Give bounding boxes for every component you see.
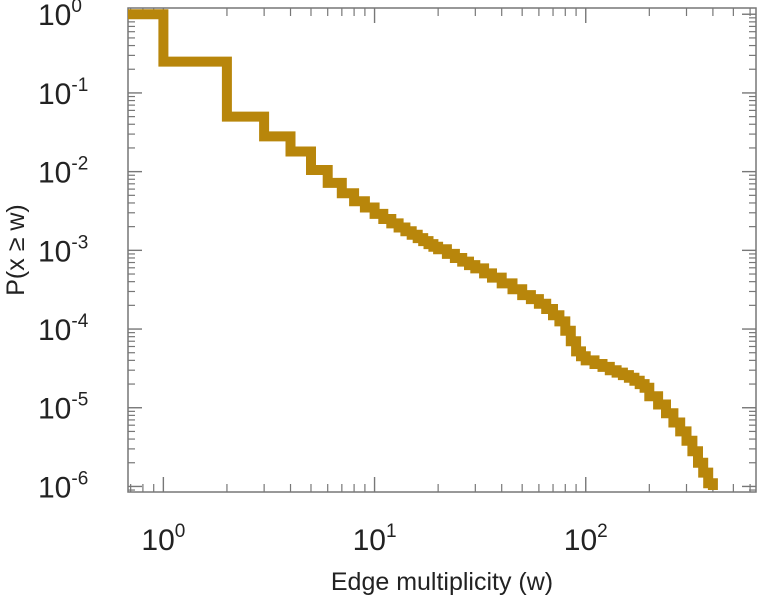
y-tick-label: 10-3 <box>38 232 88 268</box>
x-tick-label: 100 <box>141 521 185 557</box>
x-tick-label: 101 <box>353 521 397 557</box>
x-axis-label: Edge multiplicity (w) <box>331 568 553 596</box>
y-tick-label: 10-4 <box>38 311 89 347</box>
y-tick-label: 10-6 <box>38 468 88 504</box>
minor-ticks <box>128 8 756 492</box>
x-tick-label: 102 <box>564 521 608 557</box>
y-tick-label: 10-2 <box>38 154 88 190</box>
y-tick-label: 10-5 <box>38 390 88 426</box>
y-tick-labels: 100 10-1 10-2 10-3 10-4 10-5 10-6 <box>38 0 89 504</box>
plot-area <box>127 7 757 493</box>
y-tick-label: 10-1 <box>38 75 88 111</box>
x-tick-labels: 100 101 102 <box>141 521 607 557</box>
y-axis-label: P(x ≥ w) <box>2 204 30 296</box>
y-tick-label: 100 <box>38 0 82 32</box>
series-step-line <box>128 9 718 490</box>
